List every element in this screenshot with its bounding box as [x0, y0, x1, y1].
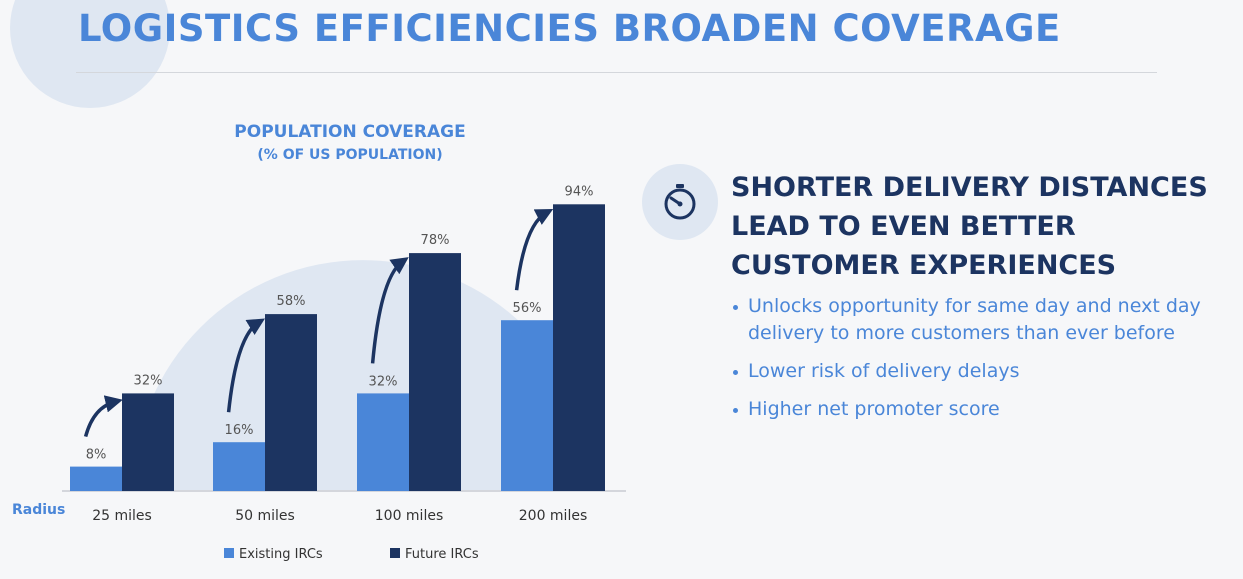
bar-future-ircs: [122, 393, 174, 491]
panel-headline: SHORTER DELIVERY DISTANCES LEAD TO EVEN …: [731, 168, 1208, 285]
x-axis-title: Radius: [12, 502, 65, 518]
data-label-future: 32%: [134, 373, 163, 388]
headline-line: LEAD TO EVEN BETTER: [731, 211, 1076, 242]
chart-subtitle: (% OF US POPULATION): [257, 147, 443, 163]
headline-line: CUSTOMER EXPERIENCES: [731, 250, 1117, 281]
growth-arrow: [514, 209, 554, 291]
legend-label: Future IRCs: [405, 547, 479, 562]
chart-title: POPULATION COVERAGE: [234, 122, 466, 142]
bar-existing-ircs: [70, 466, 122, 491]
x-tick-label: 25 miles: [92, 508, 152, 524]
bar-future-ircs: [409, 253, 461, 491]
legend-label: Existing IRCs: [239, 547, 323, 562]
benefit-list: Unlocks opportunity for same day and nex…: [731, 293, 1228, 434]
benefit-item: Unlocks opportunity for same day and nex…: [731, 293, 1228, 347]
x-tick-label: 200 miles: [519, 508, 588, 524]
data-label-future: 94%: [565, 184, 594, 199]
x-tick-label: 50 miles: [235, 508, 295, 524]
data-label-existing: 56%: [513, 301, 542, 316]
growth-arrow: [83, 395, 123, 438]
stopwatch-icon: [664, 184, 696, 220]
page-title: LOGISTICS EFFICIENCIES BROADEN COVERAGE: [78, 7, 1061, 50]
data-label-future: 78%: [421, 233, 450, 248]
bar-future-ircs: [265, 314, 317, 491]
data-label-existing: 8%: [86, 448, 107, 463]
legend-swatch: [224, 548, 234, 558]
bar-existing-ircs: [213, 442, 265, 491]
legend-swatch: [390, 548, 400, 558]
data-label-existing: 32%: [369, 374, 398, 389]
population-coverage-chart: 8% 32% 25 miles 16% 58% 50 miles 32% 78% 100 mil…: [12, 184, 626, 562]
data-label-future: 58%: [277, 294, 306, 309]
x-tick-label: 100 miles: [375, 508, 444, 524]
title-divider: [76, 72, 1157, 73]
growth-arrow: [370, 257, 409, 364]
stopwatch-icon-badge: [642, 164, 718, 240]
bar-existing-ircs: [501, 320, 553, 491]
headline-line: SHORTER DELIVERY DISTANCES: [731, 172, 1208, 203]
benefit-item: Higher net promoter score: [731, 396, 1228, 423]
data-label-existing: 16%: [225, 423, 254, 438]
bar-existing-ircs: [357, 393, 409, 491]
chart-marks: 8% 32% 25 miles 16% 58% 50 miles 32% 78% 100 mil…: [12, 184, 626, 562]
bar-future-ircs: [553, 204, 605, 492]
benefit-item: Lower risk of delivery delays: [731, 358, 1228, 385]
growth-arrow: [226, 318, 265, 413]
chart-background-arc: [133, 260, 593, 490]
